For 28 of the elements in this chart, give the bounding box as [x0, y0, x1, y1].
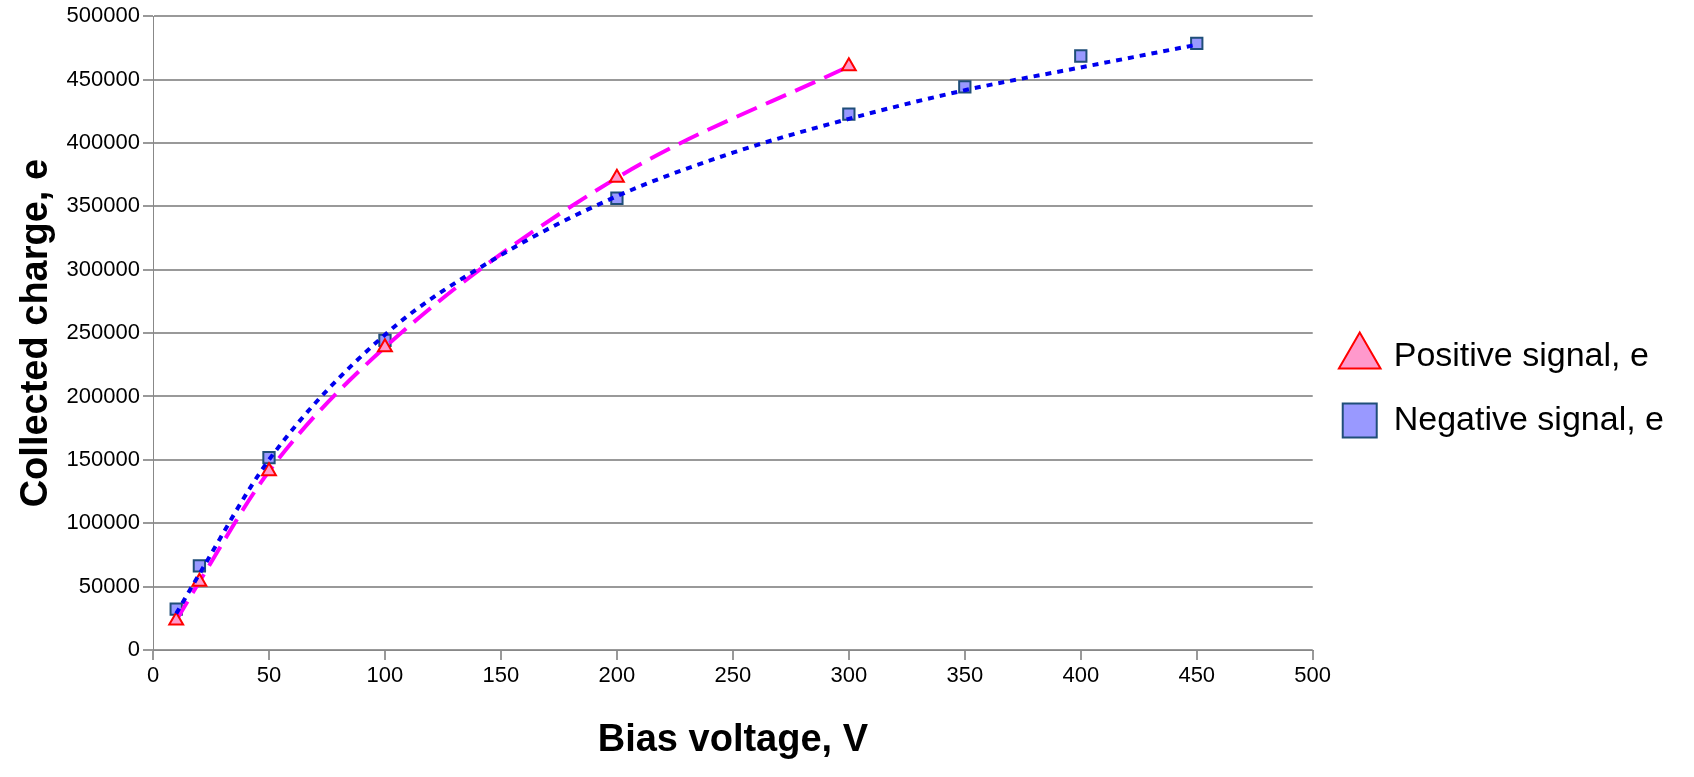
y-axis-title: Collected charge, e	[13, 158, 56, 508]
y-tick-label: 150000	[66, 445, 141, 471]
y-tick-label: 300000	[66, 255, 141, 281]
x-tick-label: 0	[146, 662, 160, 688]
x-tick-label: 350	[946, 662, 984, 688]
x-tick-label: 100	[366, 662, 404, 688]
x-tick-label: 500	[1294, 662, 1332, 688]
y-tick-label: 50000	[78, 572, 141, 598]
x-tick-label: 50	[256, 662, 282, 688]
y-tick-label: 500000	[66, 2, 141, 28]
x-axis-title: Bias voltage, V	[597, 716, 869, 759]
x-tick-label: 300	[830, 662, 868, 688]
y-tick-label: 0	[127, 636, 141, 662]
y-tick-label: 350000	[66, 192, 141, 218]
x-tick-label: 200	[598, 662, 636, 688]
legend-label: Negative signal, e	[1393, 398, 1665, 437]
x-tick-label: 150	[482, 662, 520, 688]
y-tick-label: 250000	[66, 319, 141, 345]
legend-label: Positive signal, e	[1393, 334, 1649, 373]
y-tick-label: 200000	[66, 382, 141, 408]
x-tick-label: 400	[1062, 662, 1100, 688]
point	[1190, 36, 1204, 51]
point	[1074, 49, 1088, 63]
x-tick-label: 450	[1178, 662, 1216, 688]
y-tick-label: 450000	[66, 65, 141, 91]
x-tick-label: 250	[714, 662, 752, 688]
y-tick-label: 400000	[66, 129, 141, 155]
y-tick-label: 100000	[66, 509, 141, 535]
